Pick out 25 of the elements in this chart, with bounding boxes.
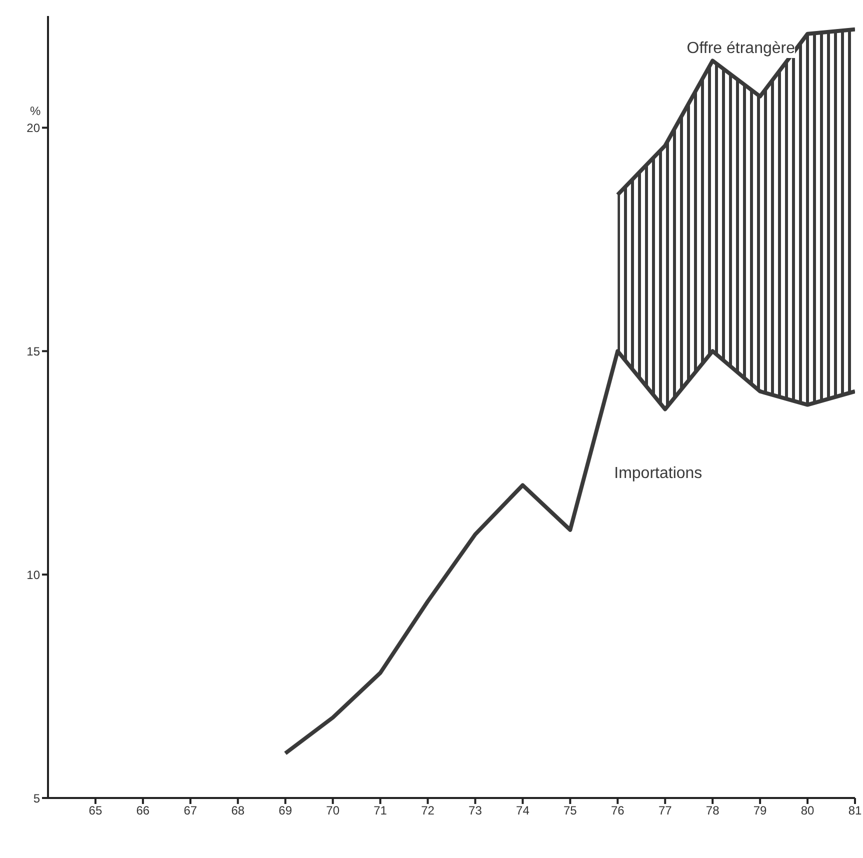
x-tick-label: 81 xyxy=(848,804,862,818)
x-tick-label: 79 xyxy=(753,804,768,818)
x-tick-label: 66 xyxy=(136,804,150,818)
x-tick-label: 71 xyxy=(374,804,388,818)
x-tick-label: 68 xyxy=(231,804,245,818)
x-tick-label: 75 xyxy=(563,804,578,818)
x-tick-label: 70 xyxy=(326,804,340,818)
x-tick-label: 65 xyxy=(88,804,102,818)
y-tick-label: 10 xyxy=(26,568,40,582)
x-tick-label: 74 xyxy=(516,804,530,818)
x-tick-label: 73 xyxy=(468,804,482,818)
y-tick-label: 15 xyxy=(26,344,40,358)
x-tick-label: 80 xyxy=(800,804,815,818)
line-series xyxy=(283,349,855,756)
x-tick-label: 78 xyxy=(706,804,720,818)
x-tick-label: 77 xyxy=(658,804,672,818)
y-tick-label: 20 xyxy=(26,120,40,135)
x-tick-label: 69 xyxy=(278,804,292,818)
x-tick-label: 76 xyxy=(610,804,625,818)
y-axis-title: % xyxy=(30,104,41,118)
series-label: Offre étrangère xyxy=(686,40,795,58)
x-tick-label: 72 xyxy=(421,804,435,818)
series-label: Importations xyxy=(614,465,702,484)
x-tick-label: 67 xyxy=(184,804,198,818)
y-tick-label: 5 xyxy=(33,791,40,806)
